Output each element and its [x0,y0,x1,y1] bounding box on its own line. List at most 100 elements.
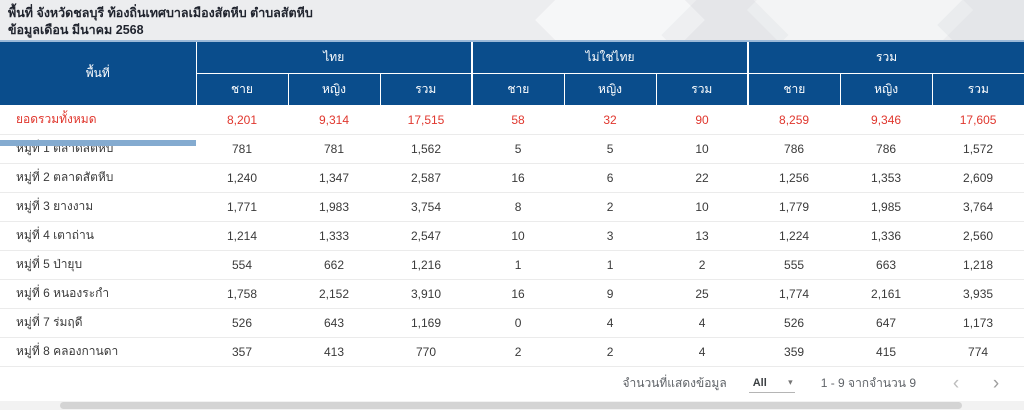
value-cell: 1,771 [196,192,288,222]
page-title: พื้นที่ จังหวัดชลบุรี ท้องถิ่นเทศบาลเมือ… [8,6,313,20]
area-cell: หมู่ที่ 2 ตลาดสัตหีบ [0,163,196,193]
value-cell: 32 [564,105,657,135]
value-cell: 1,336 [840,221,933,251]
value-cell: 1 [564,250,657,280]
area-cell: หมู่ที่ 6 หนองระกำ [0,279,196,309]
value-cell: 8 [472,192,565,222]
value-cell: 415 [840,337,933,367]
table-row: หมู่ที่ 4 เตาถ่าน 1,214 1,333 2,547 10 3 13 1,2… [0,221,1024,251]
sub-header-total: รวม [379,72,473,106]
value-cell: 1,347 [288,163,380,193]
page-size-select[interactable]: All ▾ [748,375,795,393]
sub-header-male: ชาย [471,72,565,106]
sub-header-male: ชาย [747,72,841,106]
page-size-label: จำนวนที่แสดงข้อมูล [622,376,727,390]
value-cell: 58 [472,105,565,135]
table-row: หมู่ที่ 2 ตลาดสัตหีบ 1,240 1,347 2,587 16 6 22… [0,163,1024,193]
page-horizontal-scrollbar[interactable] [0,401,1024,410]
sub-header-female: หญิง [563,72,657,106]
value-cell: 786 [840,134,933,164]
table-row: หมู่ที่ 7 ร่มฤดี 526 643 1,169 0 4 4 526 647 1,17… [0,308,1024,338]
next-page-button[interactable]: › [982,370,1010,398]
table-row: หมู่ที่ 8 คลองกานดา 357 413 770 2 2 4 359 415 774 [0,337,1024,367]
table-row: หมู่ที่ 5 ป่ายุบ 554 662 1,216 1 1 2 555 663 1,21… [0,250,1024,280]
value-cell: 0 [472,308,565,338]
area-cell: หมู่ที่ 7 ร่มฤดี [0,308,196,338]
population-table: พื้นที่ ไทย ไม่ใช่ไทย รวม ชาย หญิง รวม ช… [0,42,1024,367]
value-cell: 554 [196,250,288,280]
value-cell: 1 [472,250,565,280]
value-cell: 2,547 [380,221,473,251]
value-cell: 3,754 [380,192,473,222]
value-cell: 643 [288,308,380,338]
value-cell: 526 [196,308,288,338]
value-cell: 2 [564,337,657,367]
value-cell: 17,515 [380,105,473,135]
value-cell: 1,240 [196,163,288,193]
pagination-range-label: 1 - 9 จากจำนวน 9 [820,376,916,390]
value-cell: 1,214 [196,221,288,251]
value-cell: 1,224 [748,221,841,251]
page-size-value: All [752,376,767,389]
sub-header-total: รวม [655,72,749,106]
value-cell: 663 [840,250,933,280]
value-cell: 413 [288,337,380,367]
prev-page-button[interactable]: ‹ [942,370,970,398]
value-cell: 774 [932,337,1024,367]
value-cell: 6 [564,163,657,193]
area-cell: หมู่ที่ 5 ป่ายุบ [0,250,196,280]
value-cell: 1,169 [380,308,473,338]
value-cell: 2 [564,192,657,222]
area-cell: หมู่ที่ 4 เตาถ่าน [0,221,196,251]
value-cell: 90 [656,105,749,135]
value-cell: 8,201 [196,105,288,135]
group-header-total: รวม [747,42,1024,74]
value-cell: 10 [656,134,749,164]
value-cell: 25 [656,279,749,309]
value-cell: 555 [748,250,841,280]
value-cell: 781 [196,134,288,164]
title-block: พื้นที่ จังหวัดชลบุรี ท้องถิ่นเทศบาลเมือ… [0,0,1024,42]
value-cell: 1,256 [748,163,841,193]
value-cell: 10 [656,192,749,222]
area-cell: หมู่ที่ 8 คลองกานดา [0,337,196,367]
value-cell: 8,259 [748,105,841,135]
value-cell: 1,333 [288,221,380,251]
table-footer: จำนวนที่แสดงข้อมูล All ▾ 1 - 9 จากจำนวน … [0,366,1024,401]
value-cell: 2,609 [932,163,1024,193]
value-cell: 3,910 [380,279,473,309]
value-cell: 1,216 [380,250,473,280]
area-cell: หมู่ที่ 1 ตลาดสัตหีบ [0,134,196,164]
sub-header-male: ชาย [196,72,289,106]
area-column-header: พื้นที่ [0,42,197,106]
value-cell: 4 [656,337,749,367]
page-scrollbar-thumb[interactable] [60,402,962,409]
value-cell: 9 [564,279,657,309]
value-cell: 2,560 [932,221,1024,251]
value-cell: 2,161 [840,279,933,309]
value-cell: 3,764 [932,192,1024,222]
sub-header-total: รวม [931,72,1024,106]
value-cell: 4 [656,308,749,338]
group-header-non-thai: ไม่ใช่ไทย [471,42,749,74]
value-cell: 1,983 [288,192,380,222]
chevron-left-icon: ‹ [952,373,960,394]
chevron-down-icon: ▾ [788,377,793,387]
value-cell: 9,346 [840,105,933,135]
sub-header-female: หญิง [839,72,933,106]
table-header: พื้นที่ ไทย ไม่ใช่ไทย รวม ชาย หญิง รวม ช… [0,42,1024,106]
value-cell: 5 [472,134,565,164]
value-cell: 781 [288,134,380,164]
horizontal-scrollbar-thumb[interactable] [0,140,196,146]
value-cell: 1,758 [196,279,288,309]
data-table-panel: พื้นที่ ไทย ไม่ใช่ไทย รวม ชาย หญิง รวม ช… [0,40,1024,401]
value-cell: 9,314 [288,105,380,135]
value-cell: 13 [656,221,749,251]
value-cell: 770 [380,337,473,367]
value-cell: 1,173 [932,308,1024,338]
value-cell: 16 [472,163,565,193]
value-cell: 22 [656,163,749,193]
value-cell: 786 [748,134,841,164]
table-row: หมู่ที่ 6 หนองระกำ 1,758 2,152 3,910 16 9 25 1,… [0,279,1024,309]
value-cell: 1,562 [380,134,473,164]
